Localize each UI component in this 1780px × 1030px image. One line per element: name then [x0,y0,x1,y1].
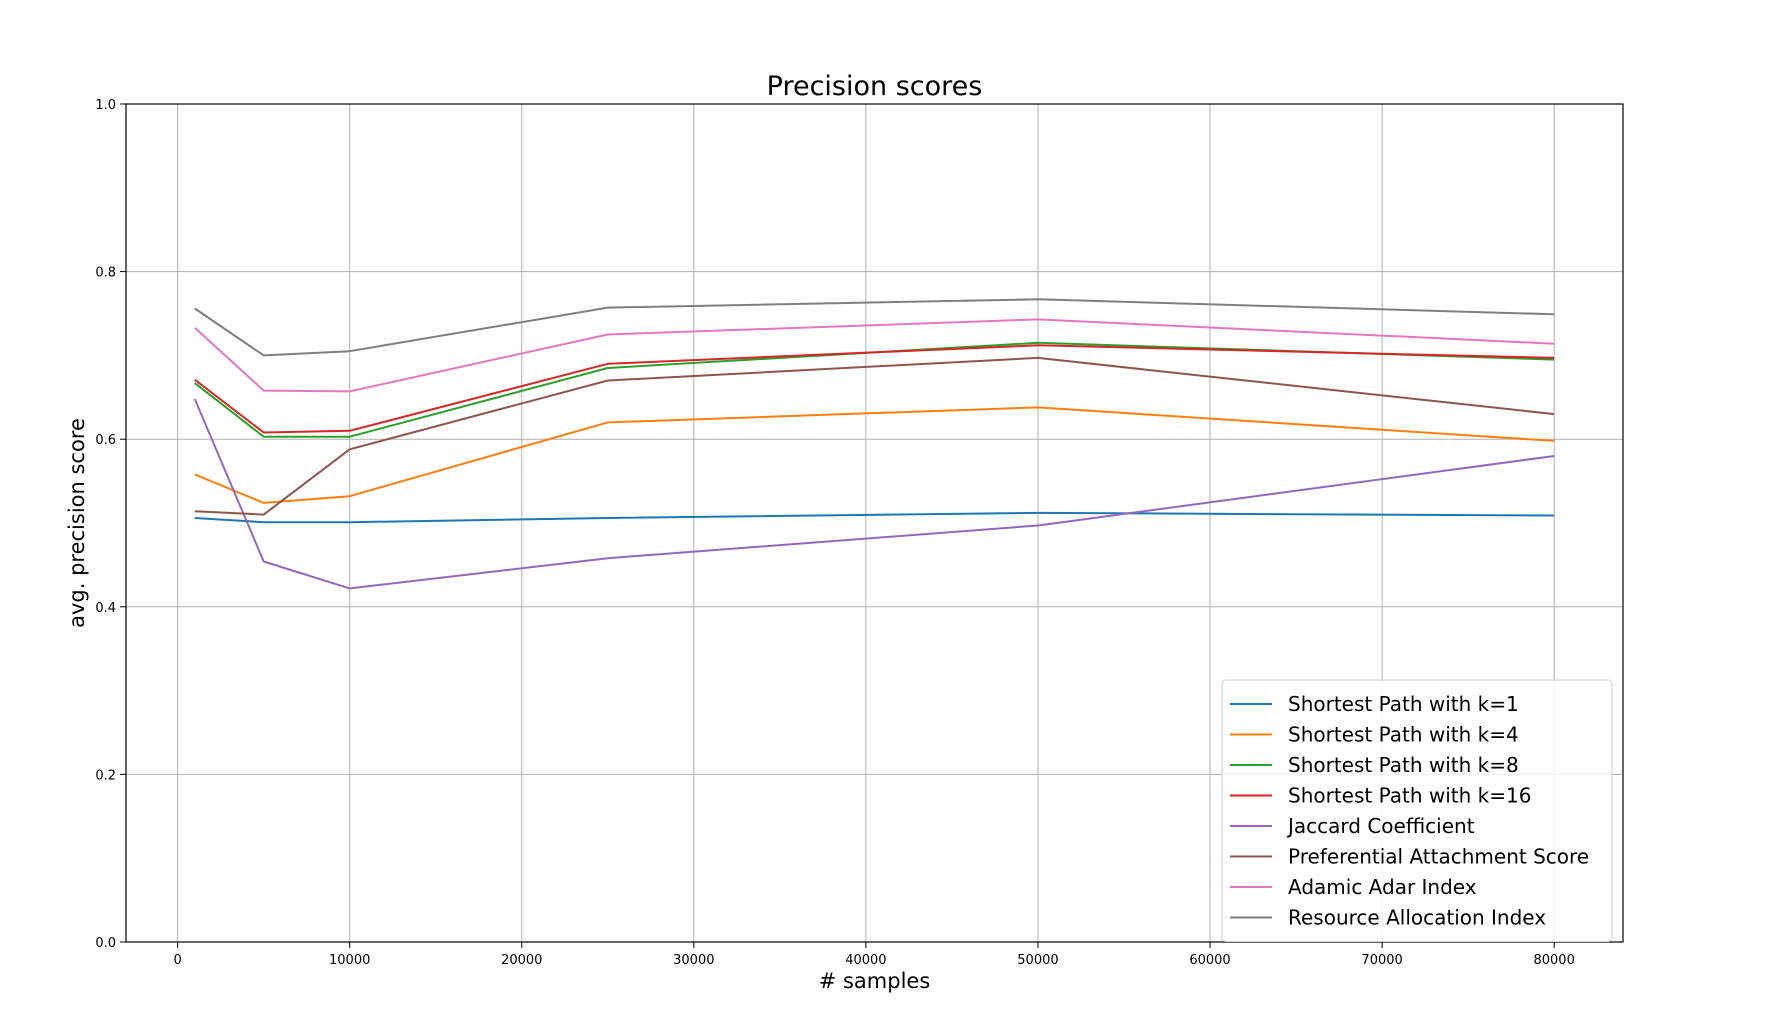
y-tick-label: 0.2 [95,768,116,783]
series-line-4 [194,344,1555,434]
legend-entry: Resource Allocation Index [1288,906,1546,930]
chart-title: Precision scores [767,71,983,102]
x-tick-label: 70000 [1361,953,1402,968]
x-tick-label: 20000 [501,953,542,968]
y-tick-label: 0.8 [95,266,116,281]
legend-entry: Shortest Path with k=8 [1288,753,1519,777]
series-line-2 [194,406,1555,504]
x-tick-label: 30000 [673,953,714,968]
y-tick-label: 0.6 [95,433,116,448]
x-axis-label: # samples [819,969,931,993]
legend-entry: Adamic Adar Index [1288,875,1477,899]
plot-frame [125,103,1624,943]
x-tick-label: 50000 [1017,953,1058,968]
x-tick-label: 80000 [1533,953,1574,968]
series-line-8 [194,298,1555,357]
series-line-7 [194,318,1555,393]
y-tick-label: 0.4 [95,601,116,616]
y-axis-label: avg. precision score [65,418,89,628]
series-line-3 [194,341,1555,438]
legend-entry: Shortest Path with k=1 [1288,692,1519,716]
legend-entry: Shortest Path with k=16 [1288,784,1531,808]
x-tick-label: 40000 [845,953,886,968]
series-lines [193,298,1555,590]
legend-entry: Preferential Attachment Score [1288,845,1589,869]
x-tick-label: 0 [173,953,181,968]
x-tick-label: 60000 [1189,953,1230,968]
axis-ticks: 0 10000 20000 30000 40000 50000 60000 70000 8000… [95,98,1575,968]
y-tick-label: 1.0 [95,98,116,113]
y-tick-label: 0.0 [95,936,116,951]
legend: Shortest Path with k=1 Shortest Path with… [1221,679,1613,942]
legend-entry: Shortest Path with k=4 [1288,723,1519,747]
x-tick-label: 10000 [329,953,370,968]
legend-entry: Jaccard Coefficient [1286,814,1475,838]
series-line-5 [193,398,1555,590]
legend-box [1221,679,1613,942]
series-line-6 [194,356,1555,516]
